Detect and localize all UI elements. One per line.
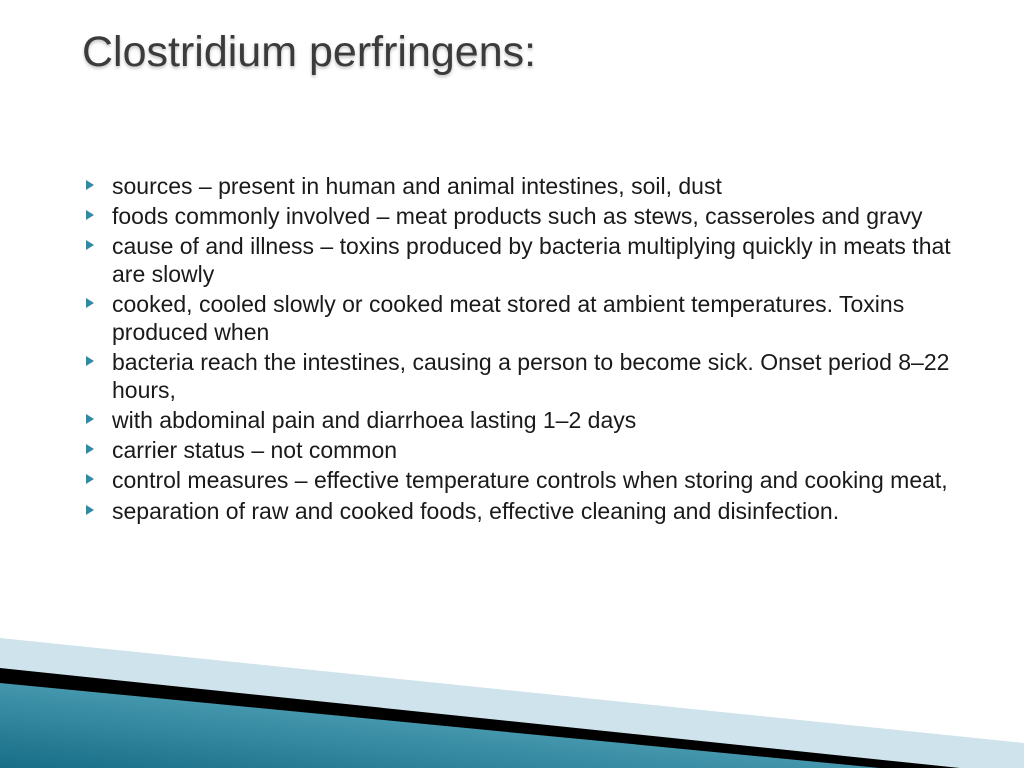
list-item: carrier status – not common bbox=[82, 436, 964, 464]
corner-decoration-icon bbox=[0, 628, 1024, 768]
list-item: with abdominal pain and diarrhoea lastin… bbox=[82, 406, 964, 434]
bullet-list: sources – present in human and animal in… bbox=[82, 172, 964, 525]
list-item: foods commonly involved – meat products … bbox=[82, 202, 964, 230]
list-item: cooked, cooled slowly or cooked meat sto… bbox=[82, 290, 964, 346]
slide-title: Clostridium perfringens: bbox=[82, 28, 536, 77]
list-item: cause of and illness – toxins produced b… bbox=[82, 232, 964, 288]
slide-body: sources – present in human and animal in… bbox=[82, 172, 964, 527]
list-item: separation of raw and cooked foods, effe… bbox=[82, 497, 964, 525]
list-item: control measures – effective temperature… bbox=[82, 466, 964, 494]
slide: Clostridium perfringens: sources – prese… bbox=[0, 0, 1024, 768]
list-item: bacteria reach the intestines, causing a… bbox=[82, 348, 964, 404]
list-item: sources – present in human and animal in… bbox=[82, 172, 964, 200]
